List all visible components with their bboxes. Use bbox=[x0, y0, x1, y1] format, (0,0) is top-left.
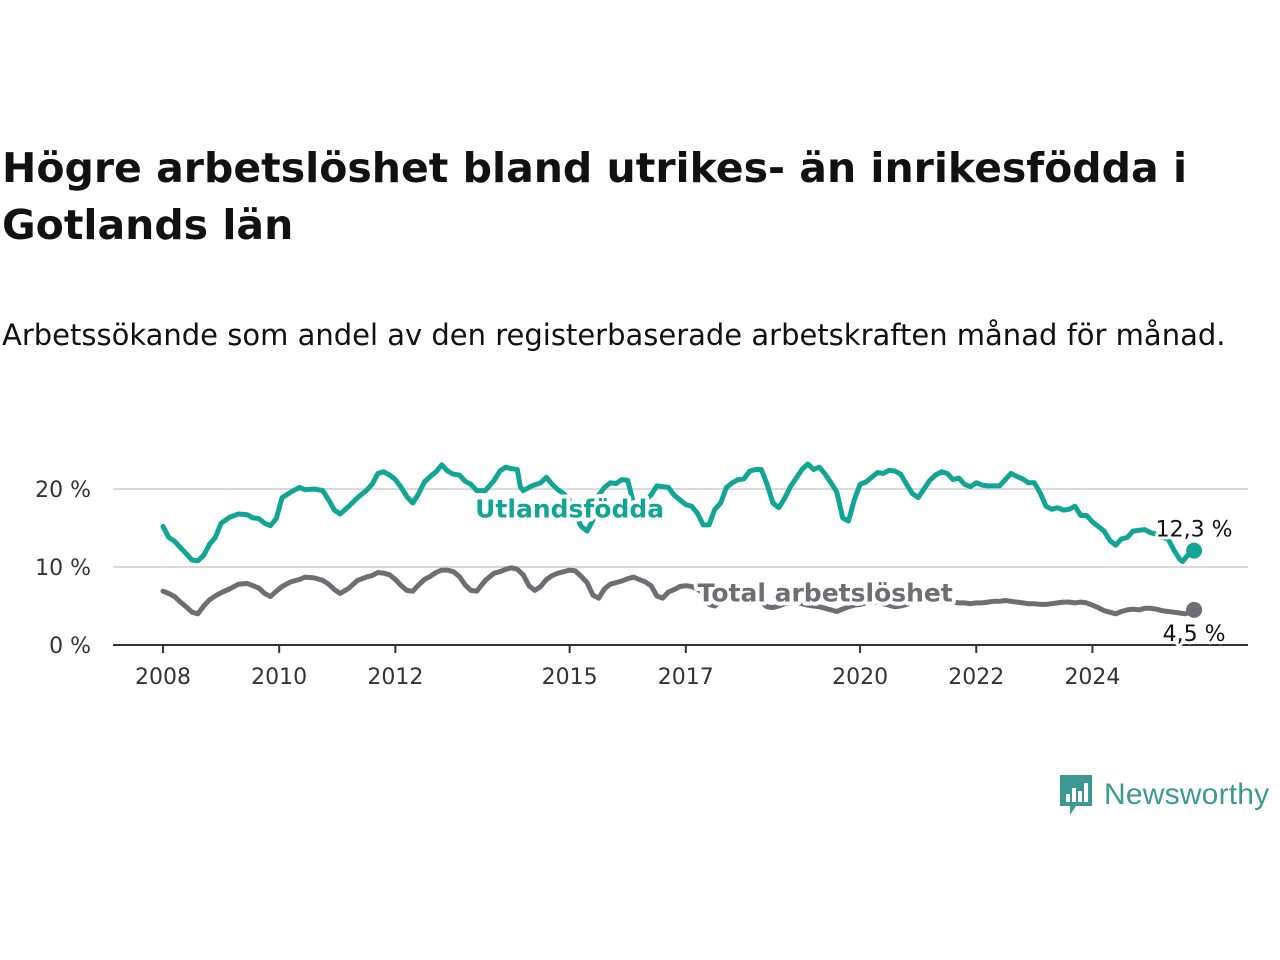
series-labels: 12,3 % 4,5 % Utlandsfödda Total arbetslöshe… bbox=[471, 491, 1235, 650]
x-tick-label: 2022 bbox=[948, 665, 1004, 690]
y-tick-label: 0 % bbox=[49, 634, 91, 659]
series-name-label: Total arbetslöshet bbox=[698, 579, 953, 608]
x-tick-label: 2017 bbox=[658, 665, 714, 690]
series-endpoint-dot bbox=[1186, 601, 1203, 618]
x-tick-label: 2012 bbox=[367, 665, 423, 690]
x-tick-label: 2008 bbox=[135, 665, 191, 690]
x-tick-label: 2015 bbox=[542, 665, 598, 690]
series-line-total bbox=[160, 565, 1197, 617]
x-tick-label: 2024 bbox=[1064, 665, 1120, 690]
y-tick-label: 20 % bbox=[35, 478, 91, 503]
line-chart: 0 % 10 % 20 % 2008 2010 2012 2015 2017 2020 2022 2… bbox=[35, 461, 1248, 690]
axes: 0 % 10 % 20 % 2008 2010 2012 2015 2017 2020 2022 2… bbox=[35, 478, 1248, 690]
series-end-value-label: 4,5 % bbox=[1163, 622, 1226, 647]
bar-chart-speech-bubble-icon bbox=[1060, 775, 1092, 815]
chart-subtitle: Arbetssökande som andel av den registerb… bbox=[2, 318, 1226, 352]
newsworthy-logo: Newsworthy bbox=[1058, 771, 1269, 819]
x-tick-label: 2020 bbox=[832, 665, 888, 690]
series-name-label: Utlandsfödda bbox=[475, 495, 664, 524]
y-tick-label: 10 % bbox=[35, 556, 91, 581]
series-lines bbox=[160, 461, 1203, 618]
series-line-utlandsfodda bbox=[160, 461, 1197, 564]
series-end-value-label: 12,3 % bbox=[1156, 518, 1233, 543]
chart-title: Högre arbetslöshet bland utrikes- än inr… bbox=[2, 144, 1187, 249]
brand-name: Newsworthy bbox=[1104, 778, 1270, 811]
x-tick-label: 2010 bbox=[251, 665, 307, 690]
series-endpoint-dot bbox=[1186, 542, 1203, 559]
